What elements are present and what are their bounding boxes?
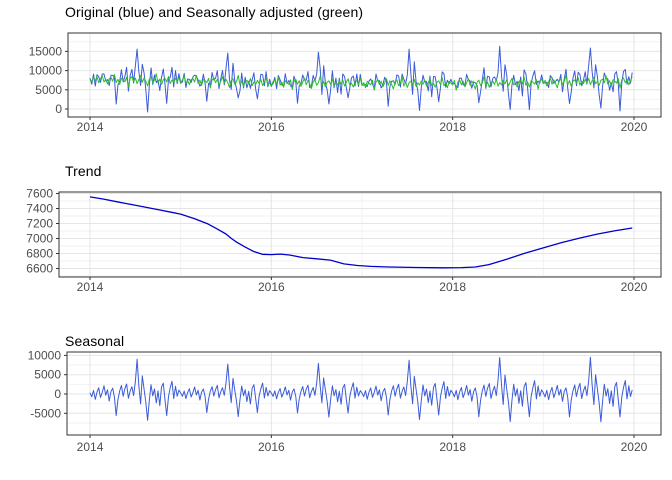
chart-title-original-adjusted: Original (blue) and Seasonally adjusted … xyxy=(65,4,364,20)
seasonally-adjusted-series-line xyxy=(89,73,633,91)
trend-series-line xyxy=(89,196,633,269)
panel-border xyxy=(66,351,662,436)
y-tick-label: 7600 xyxy=(26,187,53,201)
x-tick-label: 2020 xyxy=(621,440,648,454)
panel-border xyxy=(67,32,662,118)
y-tick-label: -5000 xyxy=(30,406,61,420)
y-tick-label: 7000 xyxy=(26,232,53,246)
x-tick-label: 2014 xyxy=(77,280,104,294)
y-tick-label: 5000 xyxy=(34,368,61,382)
y-tick-label: 6600 xyxy=(26,262,53,276)
gridlines xyxy=(68,33,661,117)
y-tick-label: 10000 xyxy=(28,348,62,362)
y-tick-label: 7400 xyxy=(26,202,53,216)
axis-labels: 0 5000 10000 15000 2014 2016 2018 2020 xyxy=(29,44,648,134)
x-tick-label: 2018 xyxy=(439,280,466,294)
x-tick-label: 2018 xyxy=(439,120,466,134)
chart-title-trend: Trend xyxy=(65,163,102,179)
y-tick-label: 10000 xyxy=(29,64,63,78)
x-tick-label: 2016 xyxy=(258,280,285,294)
chart-title-seasonal: Seasonal xyxy=(65,333,125,349)
y-tick-label: 0 xyxy=(54,387,61,401)
axis-labels: -5000 0 5000 10000 2014 2016 2018 2020 xyxy=(28,348,648,454)
x-tick-label: 2020 xyxy=(621,120,648,134)
x-tick-label: 2016 xyxy=(258,120,285,134)
y-tick-label: 15000 xyxy=(29,44,63,58)
seasonal-series-line xyxy=(89,356,633,423)
x-tick-label: 2014 xyxy=(77,440,104,454)
y-tick-label: 5000 xyxy=(35,83,62,97)
y-tick-label: 6800 xyxy=(26,247,53,261)
y-tick-label: 7200 xyxy=(26,217,53,231)
x-tick-label: 2018 xyxy=(439,440,466,454)
panel-border xyxy=(58,191,662,278)
x-tick-label: 2020 xyxy=(621,280,648,294)
y-tick-label: 0 xyxy=(55,102,62,116)
chart-panel-2: -5000 0 5000 10000 2014 2016 2018 2020 xyxy=(28,348,662,454)
x-tick-label: 2016 xyxy=(258,440,285,454)
x-tick-label: 2014 xyxy=(77,120,104,134)
gridlines xyxy=(59,192,661,277)
chart-panel-0: 0 5000 10000 15000 2014 2016 2018 2020 xyxy=(29,32,662,134)
